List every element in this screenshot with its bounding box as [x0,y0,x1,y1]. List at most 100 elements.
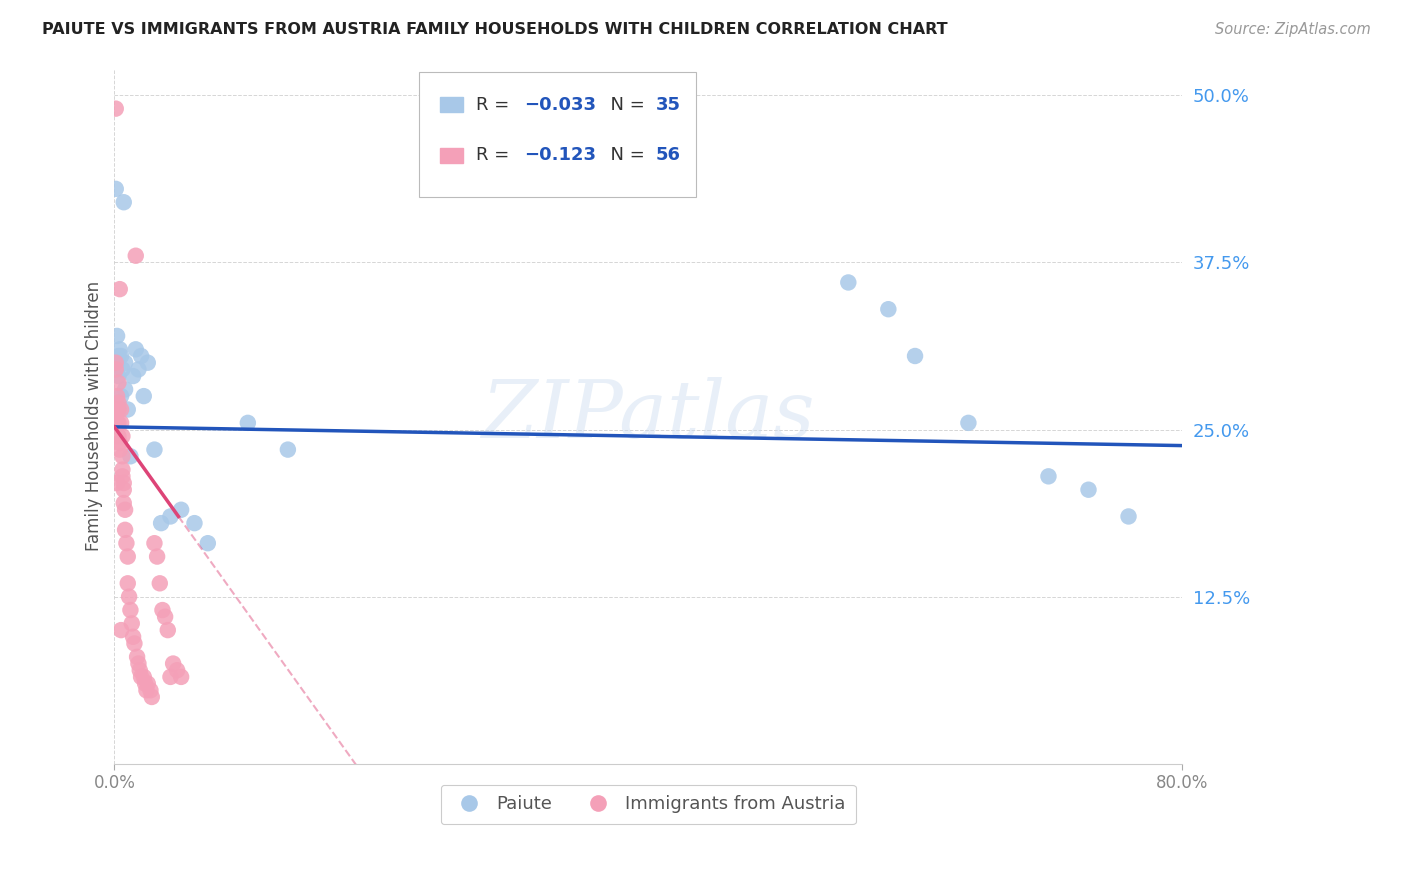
Point [121,616,143,631]
Point [117,549,139,564]
Point [114,502,136,516]
Point [112,476,135,491]
Point [127,657,149,671]
Point [117,576,139,591]
Point [162,657,184,671]
Text: −0.123: −0.123 [524,146,596,164]
Point [104,362,127,376]
Point [904,349,927,363]
Point [105,416,128,430]
Point [170,670,193,684]
Point [153,609,176,624]
Point [107,402,129,417]
Text: −0.033: −0.033 [524,95,596,113]
Point [114,356,136,370]
Point [124,636,146,650]
Point [837,276,859,290]
Point [127,362,149,376]
FancyBboxPatch shape [419,72,696,197]
Point [236,416,259,430]
Point [105,389,128,403]
Point [146,549,169,564]
Point [156,623,179,637]
Point [125,249,148,263]
Point [127,649,149,664]
Point [159,509,181,524]
Point [134,676,156,690]
Legend: Paiute, Immigrants from Austria: Paiute, Immigrants from Austria [440,785,856,824]
Point [118,590,141,604]
Text: R =: R = [477,146,515,164]
Point [122,630,145,644]
Point [112,195,135,210]
Point [1038,469,1060,483]
Point [111,463,134,477]
Point [1118,509,1140,524]
Point [105,356,128,370]
Point [139,683,162,698]
Point [143,536,166,550]
Point [150,516,173,530]
Point [129,670,152,684]
Text: PAIUTE VS IMMIGRANTS FROM AUSTRIA FAMILY HOUSEHOLDS WITH CHILDREN CORRELATION CH: PAIUTE VS IMMIGRANTS FROM AUSTRIA FAMILY… [42,22,948,37]
Point [166,663,188,677]
Point [108,343,131,357]
Point [111,429,134,443]
Point [108,436,131,450]
Text: ZIPatlas: ZIPatlas [481,377,815,455]
Point [107,429,129,443]
Point [110,389,132,403]
Point [104,356,127,370]
Point [277,442,299,457]
Point [877,302,900,317]
Point [125,343,148,357]
Y-axis label: Family Households with Children: Family Households with Children [86,281,103,551]
Point [141,690,163,704]
Point [108,442,131,457]
Point [107,416,129,430]
Point [104,102,127,116]
Text: 56: 56 [655,146,681,164]
Point [112,496,135,510]
Point [105,329,128,343]
Point [107,369,129,384]
FancyBboxPatch shape [440,148,464,163]
Point [152,603,174,617]
Point [159,670,181,684]
Point [1077,483,1099,497]
Point [112,483,135,497]
Point [149,576,172,591]
Point [128,663,150,677]
Text: R =: R = [477,95,515,113]
Point [170,502,193,516]
Point [111,450,134,464]
Point [183,516,205,530]
Point [107,376,129,390]
Point [107,349,129,363]
Point [136,356,159,370]
Point [115,536,138,550]
Point [120,450,142,464]
Point [104,182,127,196]
Text: N =: N = [599,95,651,113]
Point [105,476,128,491]
Point [110,416,132,430]
Point [105,402,128,417]
Point [122,369,145,384]
Point [111,362,134,376]
Point [111,469,134,483]
Point [129,349,152,363]
Point [110,402,132,417]
Point [117,402,139,417]
Point [110,349,132,363]
FancyBboxPatch shape [440,97,464,112]
Point [114,383,136,397]
Point [110,623,132,637]
Text: Source: ZipAtlas.com: Source: ZipAtlas.com [1215,22,1371,37]
Point [143,442,166,457]
Point [120,603,142,617]
Point [132,389,155,403]
Point [135,683,157,698]
Point [114,523,136,537]
Point [957,416,980,430]
